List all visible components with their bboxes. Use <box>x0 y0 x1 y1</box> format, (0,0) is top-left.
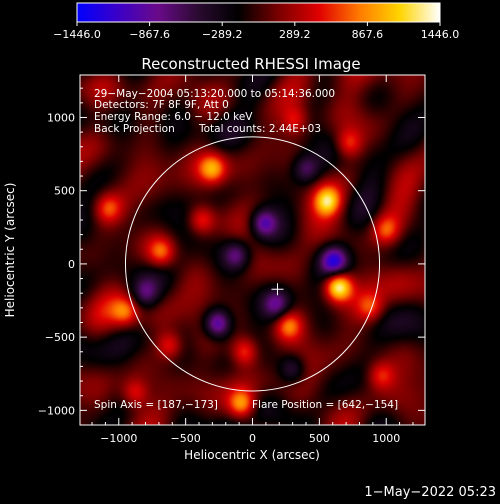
colorbar <box>76 2 441 23</box>
y-tick-label: 1000 <box>47 111 75 124</box>
chart-title: Reconstructed RHESSI Image <box>141 55 360 73</box>
spin-axis-cross-icon <box>271 283 284 296</box>
y-tick-label: −1000 <box>38 404 75 417</box>
colorbar-tick-label: −867.6 <box>129 28 170 41</box>
time-range-label: 29−May−2004 05:13:20.000 to 05:14:36.000 <box>94 88 335 100</box>
plot-area <box>80 75 425 425</box>
energy-range-label: Energy Range: 6.0 − 12.0 keV <box>94 111 253 123</box>
total-counts-label: Total counts: 2.44E+03 <box>198 123 321 135</box>
x-tick-label: 1000 <box>372 432 400 445</box>
colorbar-ticks: −1446.0 −867.6 −289.2 289.2 867.6 1446.0 <box>53 22 459 41</box>
solar-limb-circle <box>124 136 381 392</box>
y-tick-label: −500 <box>45 331 75 344</box>
x-axis-ticks: −1000 −500 0 500 1000 <box>91 75 414 445</box>
x-tick-label: −1000 <box>100 432 137 445</box>
colorbar-tick-label: 289.2 <box>279 28 311 41</box>
method-label: Back Projection <box>94 123 175 135</box>
y-axis-ticks: −1000 −500 0 500 1000 <box>38 87 425 426</box>
x-tick-label: 500 <box>309 432 330 445</box>
heatmap-image <box>80 75 425 425</box>
flare-position-label: Flare Position = [642,−154] <box>252 399 398 411</box>
detectors-label: Detectors: 7F 8F 9F, Att 0 <box>94 99 229 111</box>
spin-axis-label: Spin Axis = [187,−173] <box>94 399 218 411</box>
x-axis-label: Heliocentric X (arcsec) <box>184 448 320 462</box>
generated-timestamp: 1−May−2022 05:23 <box>364 485 496 500</box>
x-tick-label: 0 <box>249 432 256 445</box>
colorbar-tick-label: −289.2 <box>202 28 243 41</box>
colorbar-tick-label: −1446.0 <box>53 28 101 41</box>
colorbar-tick-label: 867.6 <box>352 28 384 41</box>
y-tick-label: 500 <box>54 185 75 198</box>
x-tick-label: −500 <box>171 432 201 445</box>
y-tick-label: 0 <box>68 258 75 271</box>
colorbar-tick-label: 1446.0 <box>421 28 460 41</box>
y-axis-label: Heliocentric Y (arcsec) <box>3 183 17 318</box>
